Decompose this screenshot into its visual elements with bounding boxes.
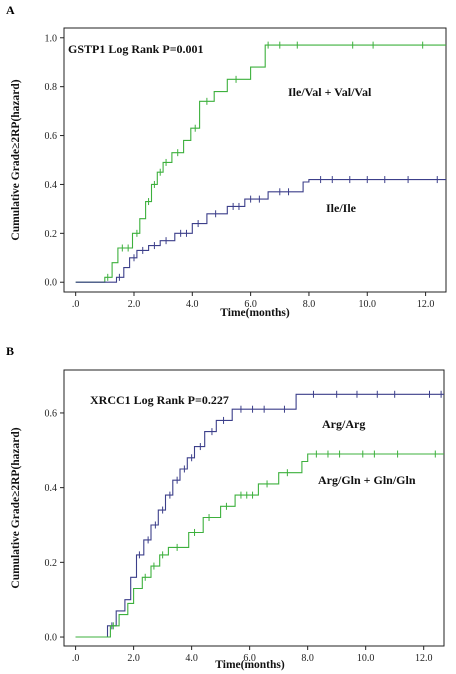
panel-b-chart: .0 2.0 4.0 6.0 8.0 10.0 12.0 0.0 0.2 0.4 0.6 XRCC1… — [10, 369, 445, 671]
y-tick-label: 1.0 — [45, 33, 58, 44]
x-tick-label: 2.0 — [128, 299, 141, 310]
y-tick-label: 0.0 — [45, 633, 58, 644]
x-tick-label: 8.0 — [301, 653, 314, 664]
x-tick-label: 6.0 — [244, 299, 257, 310]
x-tick-label: 10.0 — [359, 299, 377, 310]
x-tick-label: 12.0 — [417, 299, 435, 310]
panel-a-ylabel: Cumulative Grade≥2RP(hazard) — [10, 79, 22, 240]
panel-b-series-label-argarg: Arg/Arg — [322, 417, 365, 431]
x-tick-label: 4.0 — [185, 653, 198, 664]
series-line-0-0 — [75, 44, 446, 283]
x-tick-label: 8.0 — [303, 299, 316, 310]
y-tick-label: 0.0 — [45, 278, 58, 289]
x-tick-label: 12.0 — [415, 653, 433, 664]
x-tick-label: 10.0 — [357, 653, 375, 664]
panel-a-chart: .0 2.0 4.0 6.0 8.0 10.0 12.0 0.0 0.2 0.4 0.6 0.8 1.0… — [10, 27, 447, 319]
panel-a-frame — [63, 27, 447, 293]
x-tick-label: .0 — [72, 299, 80, 310]
x-tick-label: .0 — [72, 653, 80, 664]
panel-b-title: XRCC1 Log Rank P=0.227 — [90, 393, 229, 407]
x-tick-label: 4.0 — [186, 299, 199, 310]
y-tick-label: 0.6 — [45, 131, 58, 142]
panel-b-ylabel: Cumulative Grade≥2RP(hazard) — [10, 427, 22, 588]
y-tick-label: 0.8 — [45, 82, 58, 93]
panel-a-title: GSTP1 Log Rank P=0.001 — [68, 42, 204, 56]
y-tick-label: 0.2 — [45, 229, 58, 240]
panel-a-xlabel: Time(months) — [220, 307, 290, 319]
x-tick-label: 2.0 — [127, 653, 140, 664]
series-line-0-1 — [75, 179, 446, 283]
y-tick-label: 0.2 — [45, 558, 58, 569]
panel-b-frame — [63, 369, 445, 647]
panel-a-series-label-wildtype: Ile/Ile — [326, 201, 357, 215]
y-tick-label: 0.4 — [45, 180, 58, 191]
y-tick-label: 0.4 — [45, 483, 58, 494]
panel-a-series-label-mutant: Ile/Val + Val/Val — [288, 85, 372, 99]
series-line-1-1 — [75, 453, 444, 638]
panel-a-label: A — [6, 3, 15, 17]
y-tick-label: 0.6 — [45, 408, 58, 419]
panel-b-xlabel: Time(months) — [215, 659, 285, 671]
panel-b-label: B — [6, 344, 14, 358]
series-line-1-0 — [75, 393, 444, 638]
panel-b-series-label-gln: Arg/Gln + Gln/Gln — [318, 473, 416, 487]
x-tick-label: 6.0 — [243, 653, 256, 664]
